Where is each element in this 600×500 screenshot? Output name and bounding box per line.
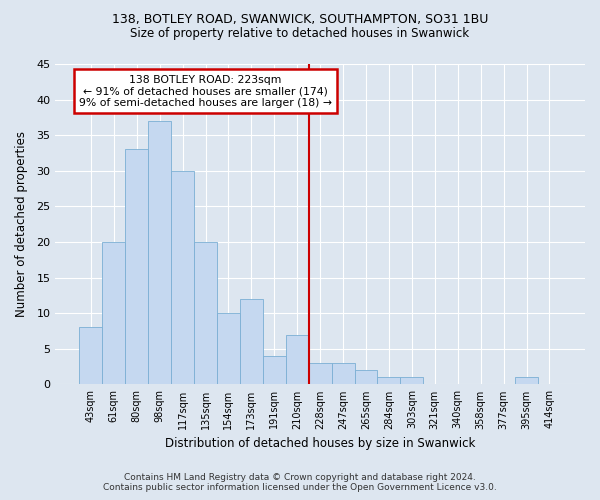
Bar	[286, 334, 308, 384]
Text: 138, BOTLEY ROAD, SWANWICK, SOUTHAMPTON, SO31 1BU: 138, BOTLEY ROAD, SWANWICK, SOUTHAMPTON,…	[112, 12, 488, 26]
Bar	[148, 121, 171, 384]
Bar	[263, 356, 286, 384]
Bar	[125, 150, 148, 384]
Bar	[171, 171, 194, 384]
Bar	[103, 242, 125, 384]
X-axis label: Distribution of detached houses by size in Swanwick: Distribution of detached houses by size …	[165, 437, 475, 450]
Bar	[308, 363, 332, 384]
Y-axis label: Number of detached properties: Number of detached properties	[15, 131, 28, 317]
Bar	[515, 378, 538, 384]
Bar	[194, 242, 217, 384]
Text: 138 BOTLEY ROAD: 223sqm
← 91% of detached houses are smaller (174)
9% of semi-de: 138 BOTLEY ROAD: 223sqm ← 91% of detache…	[79, 74, 332, 108]
Bar	[79, 328, 103, 384]
Bar	[400, 378, 424, 384]
Text: Contains HM Land Registry data © Crown copyright and database right 2024.
Contai: Contains HM Land Registry data © Crown c…	[103, 473, 497, 492]
Bar	[377, 378, 400, 384]
Bar	[355, 370, 377, 384]
Bar	[217, 313, 240, 384]
Bar	[332, 363, 355, 384]
Text: Size of property relative to detached houses in Swanwick: Size of property relative to detached ho…	[130, 28, 470, 40]
Bar	[240, 299, 263, 384]
